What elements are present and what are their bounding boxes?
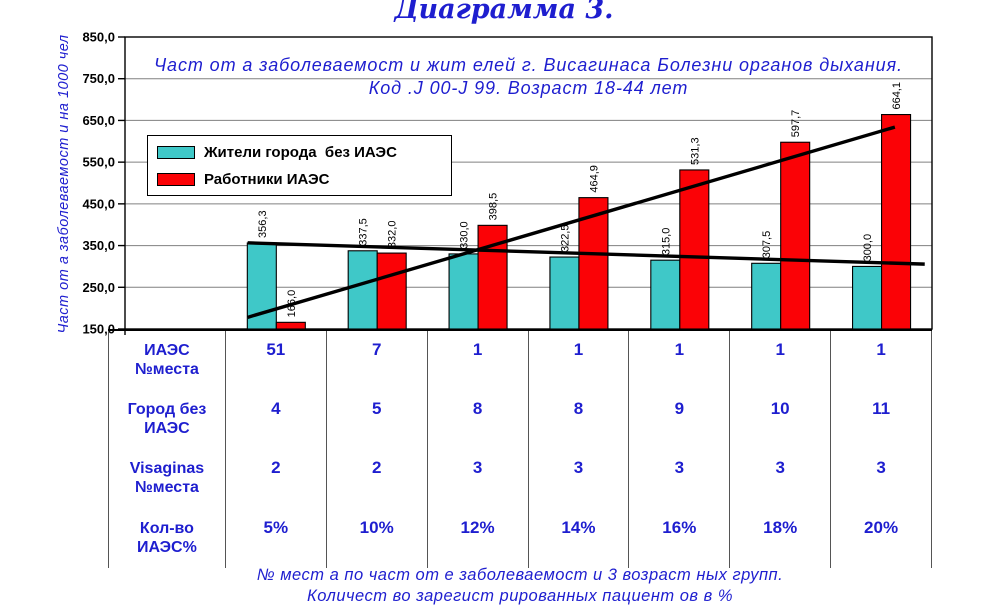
y-tick-label: 750,0 xyxy=(82,71,115,86)
table-row-label: Visaginas №места xyxy=(129,460,205,497)
bar-workers xyxy=(275,321,306,330)
table-cell: 3 xyxy=(573,458,584,478)
y-tick-label: 550,0 xyxy=(82,155,115,170)
table-cell: 3 xyxy=(472,458,483,478)
table-cell: 1 xyxy=(876,340,886,359)
table-cell: 10% xyxy=(359,517,394,537)
bar-value-label: 664,1 xyxy=(891,82,903,110)
footer-captions: № мест а по част от е заболеваемост и 3 … xyxy=(108,565,932,607)
bar-value-label: 315,0 xyxy=(660,228,672,256)
y-tick-label: 150,0 xyxy=(82,322,115,337)
bar-workers xyxy=(679,169,710,330)
chart-title-line-2: Код .J 00-J 99. Возраст 18-44 лет xyxy=(368,78,689,98)
y-axis-title: Част от а заболеваемост и на 1000 чел xyxy=(56,34,72,334)
bar-workers xyxy=(780,141,811,330)
table-cell: 8 xyxy=(472,399,483,419)
table-cell: 7 xyxy=(371,340,382,359)
bar-value-label: 322,5 xyxy=(559,225,571,253)
bar-residents xyxy=(650,259,681,330)
table-cell: 8 xyxy=(573,399,584,419)
y-tick-label: 350,0 xyxy=(82,238,115,253)
bar-value-label: 307,5 xyxy=(761,231,773,259)
legend-item-workers: Работники ИАЭС xyxy=(157,171,442,188)
trendline xyxy=(247,241,925,266)
legend-swatch-residents xyxy=(157,145,195,159)
legend-swatch-workers xyxy=(157,172,195,186)
table-data-column: 1 8 3 14% xyxy=(529,331,630,568)
bar-residents xyxy=(751,262,782,330)
bar-workers xyxy=(881,113,912,330)
bar-value-label: 332,0 xyxy=(387,221,399,249)
table-cell: 10 xyxy=(770,399,790,419)
bar-value-label: 356,3 xyxy=(257,210,269,238)
table-cell: 5 xyxy=(371,399,382,419)
table-cell: 2 xyxy=(371,458,382,478)
bar-workers xyxy=(376,252,407,330)
table-cell: 3 xyxy=(876,458,886,478)
table-data-column: 51 4 2 5% xyxy=(226,331,327,568)
legend-label-residents: Жители города без ИАЭС xyxy=(204,143,397,161)
table-data-column: 1 8 3 12% xyxy=(428,331,529,568)
y-tick-label: 250,0 xyxy=(82,280,115,295)
bar-residents xyxy=(448,253,479,330)
table-cell: 4 xyxy=(271,399,281,419)
table-cell: 1 xyxy=(775,340,785,359)
table-cell: 14% xyxy=(561,517,596,537)
bar-value-label: 398,5 xyxy=(488,193,500,221)
chart-data-table: ИАЭС №места Город без ИАЭС Visaginas №мест… xyxy=(108,329,932,568)
trendline xyxy=(247,125,896,319)
footer-caption-line-2: Количест во зарегист рированных пациент … xyxy=(306,587,733,605)
bar-value-label: 531,3 xyxy=(689,137,701,165)
table-cell: 1 xyxy=(674,340,685,359)
page-title: Диаграмма 3. xyxy=(394,0,614,25)
table-cell: 12% xyxy=(460,517,495,537)
table-cell: 9 xyxy=(674,399,685,419)
table-cell: 3 xyxy=(674,458,685,478)
footer-caption-line-1: № мест а по част от е заболеваемост и 3 … xyxy=(256,566,784,584)
table-label-column: ИАЭС №места Город без ИАЭС Visaginas №мест… xyxy=(108,331,226,568)
table-row-label: Кол-во ИАЭС% xyxy=(137,519,197,556)
table-cell: 16% xyxy=(662,517,697,537)
table-cell: 2 xyxy=(271,458,281,478)
table-cell: 5% xyxy=(263,517,289,537)
bar-value-label: 166,0 xyxy=(286,290,298,318)
table-cell: 1 xyxy=(472,340,483,359)
table-data-column: 1 11 3 20% xyxy=(831,331,932,568)
y-tick-label: 450,0 xyxy=(82,196,115,211)
bar-residents xyxy=(347,250,378,330)
y-tick-label: 650,0 xyxy=(82,113,115,128)
bar-value-label: 330,0 xyxy=(459,221,471,249)
chart-title-line-1: Част от а заболеваемост и жит елей г. Ви… xyxy=(154,55,903,75)
table-cell: 18% xyxy=(763,517,798,537)
table-cell: 11 xyxy=(872,399,891,419)
bar-residents xyxy=(549,256,580,330)
table-cell: 20% xyxy=(864,517,899,537)
chart-title: Част от а заболеваемост и жит елей г. Ви… xyxy=(125,54,932,100)
table-cell: 51 xyxy=(266,340,286,359)
bar-residents xyxy=(852,265,883,330)
bar-value-label: 300,0 xyxy=(862,234,874,262)
legend-item-residents: Жители города без ИАЭС xyxy=(157,144,442,161)
bar-value-label: 337,5 xyxy=(358,218,370,246)
table-data-column: 1 9 3 16% xyxy=(629,331,731,568)
table-row-label: ИАЭС №места xyxy=(134,342,199,378)
table-cell: 3 xyxy=(775,458,785,478)
bar-value-label: 597,7 xyxy=(790,110,802,138)
table-cell: 1 xyxy=(573,340,584,359)
bar-value-label: 464,9 xyxy=(588,165,600,193)
y-tick-label: 850,0 xyxy=(82,30,115,45)
table-data-column: 1 10 3 18% xyxy=(730,331,832,568)
table-row-label: Город без ИАЭС xyxy=(127,401,207,438)
table-data-column: 7 5 2 10% xyxy=(327,331,428,568)
legend-label-workers: Работники ИАЭС xyxy=(204,170,330,188)
chart-legend: Жители города без ИАЭС Работники ИАЭС xyxy=(147,135,452,196)
